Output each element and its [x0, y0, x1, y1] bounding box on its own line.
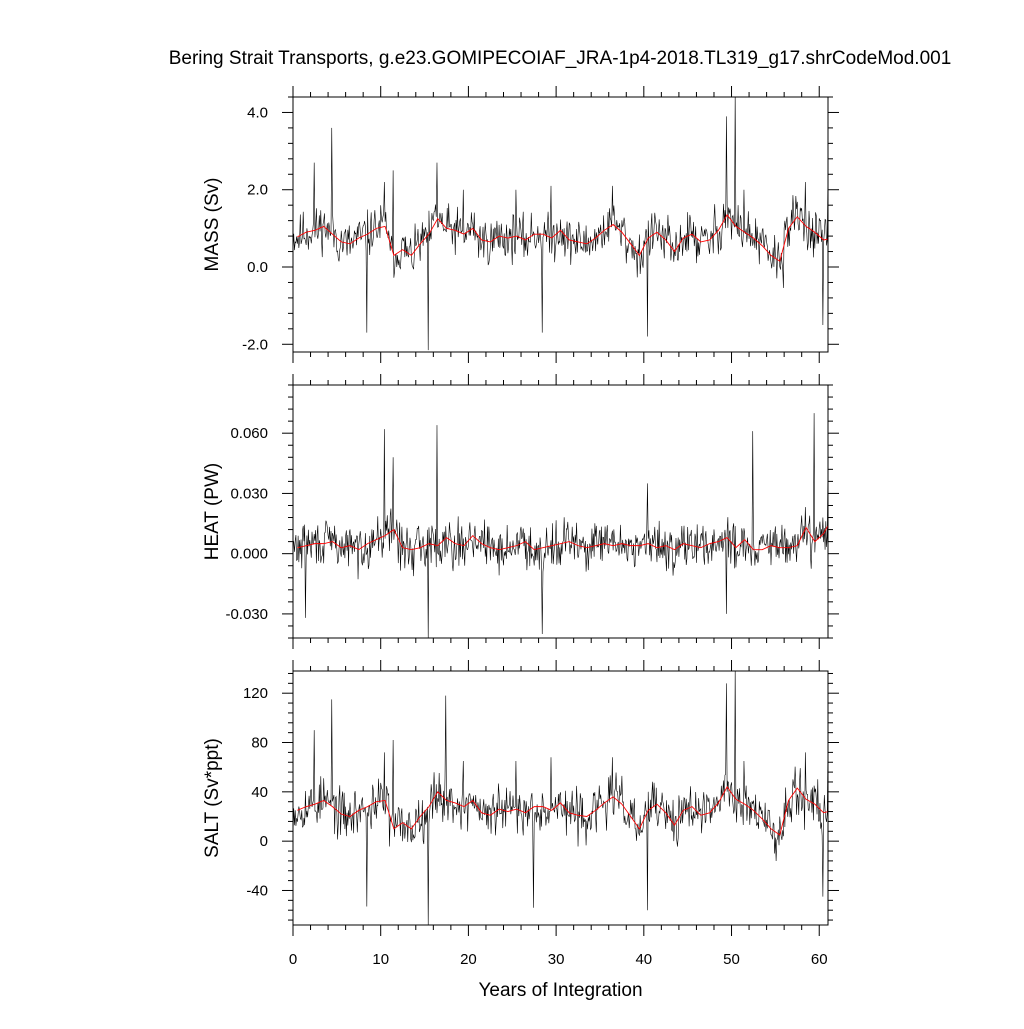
y-tick-label: -0.030 — [225, 606, 268, 623]
y-tick-label: 0 — [260, 833, 268, 850]
panels: -2.0 0.0 2.0 4.0 MASS (Sv) -0.030 0.000 0.030 0.… — [202, 86, 839, 936]
y-tick-label: 0.030 — [230, 485, 268, 502]
salt-monthly-line — [293, 671, 828, 925]
y-tick-label: 0.060 — [230, 425, 268, 442]
y-tick-label: 120 — [243, 685, 268, 702]
salt-annual-mean-line — [297, 786, 828, 836]
y-axis-label: HEAT (PW) — [202, 463, 223, 560]
y-tick-label: 4.0 — [247, 104, 268, 121]
y-tick-label: 2.0 — [247, 182, 268, 199]
x-tick-label: 10 — [372, 951, 389, 968]
heat-monthly-line — [293, 413, 828, 638]
panel-mass: -2.0 0.0 2.0 4.0 MASS (Sv) — [202, 86, 839, 363]
y-axis-label: MASS (Sv) — [202, 178, 223, 272]
x-tick-label: 40 — [635, 951, 652, 968]
y-tick-label: 80 — [251, 735, 268, 752]
y-tick-label: 40 — [251, 784, 268, 801]
x-tick-label: 30 — [548, 951, 565, 968]
plot-frame — [292, 384, 829, 639]
x-axis-label: Years of Integration — [478, 980, 642, 1001]
y-tick-label: -40 — [246, 882, 268, 899]
plot-frame — [292, 96, 829, 353]
panel-salt: -40 0 40 80 120 SALT (Sv*ppt) — [202, 660, 839, 936]
mass-annual-mean-line — [297, 214, 828, 262]
mass-monthly-line — [293, 97, 828, 351]
x-tick-label: 0 — [289, 951, 297, 968]
y-tick-label: 0.0 — [247, 259, 268, 276]
y-tick-label: 0.000 — [230, 546, 268, 563]
y-axis-label: SALT (Sv*ppt) — [202, 738, 223, 858]
x-tick-label: 50 — [723, 951, 740, 968]
chart-title: Bering Strait Transports, g.e23.GOMIPECO… — [168, 48, 952, 69]
heat-annual-mean-line — [297, 524, 828, 551]
x-axis: 0 10 20 30 40 50 60 — [289, 951, 828, 968]
plot-frame — [292, 670, 829, 926]
x-tick-label: 60 — [811, 951, 828, 968]
y-tick-label: -2.0 — [242, 336, 268, 353]
x-tick-label: 20 — [460, 951, 477, 968]
panel-heat: -0.030 0.000 0.030 0.060 HEAT (PW) — [202, 374, 839, 649]
